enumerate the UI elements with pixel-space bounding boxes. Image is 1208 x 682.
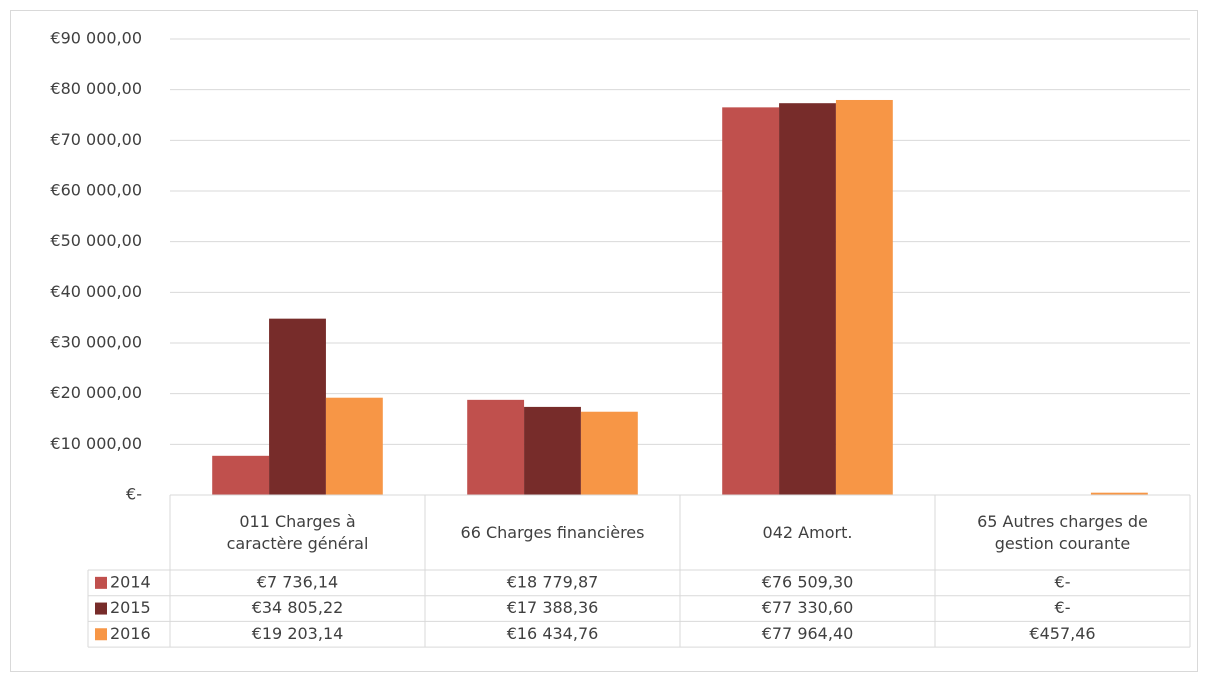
data-label: €76 509,30 (762, 572, 854, 591)
y-tick-label: €10 000,00 (50, 434, 142, 453)
legend-swatch (95, 576, 107, 589)
data-label: €16 434,76 (507, 624, 599, 643)
y-tick-label: €20 000,00 (50, 383, 142, 402)
data-label: €18 779,87 (507, 572, 599, 591)
chart-border (10, 10, 1198, 672)
bar (1090, 492, 1148, 495)
bar (835, 99, 893, 495)
legend-label: 2014 (110, 572, 151, 591)
bar (325, 397, 383, 495)
bar (212, 455, 270, 495)
y-tick-label: €60 000,00 (50, 181, 142, 200)
x-tick-label: 011 Charges à caractère général (226, 511, 369, 553)
data-label: €7 736,14 (257, 572, 338, 591)
y-tick-label: €30 000,00 (50, 333, 142, 352)
legend-swatch (95, 602, 107, 615)
y-tick-label: €50 000,00 (50, 231, 142, 250)
x-tick-label: 66 Charges financières (460, 522, 645, 542)
bar (467, 399, 525, 495)
data-label: €- (1055, 598, 1071, 617)
legend-label: 2015 (110, 598, 151, 617)
data-label: €- (1055, 572, 1071, 591)
y-tick-label: €90 000,00 (50, 29, 142, 48)
category-cell: 042 Amort. (762, 522, 853, 542)
category-cell: 011 Charges à caractère général (226, 511, 369, 553)
legend-swatch (95, 628, 107, 641)
x-tick-label: 042 Amort. (762, 522, 853, 542)
x-tick-label: 65 Autres charges de gestion courante (977, 511, 1148, 553)
legend-label: 2016 (110, 624, 151, 643)
data-label: €457,46 (1029, 624, 1095, 643)
data-label: €17 388,36 (507, 598, 599, 617)
bar (779, 103, 836, 496)
bar (722, 107, 780, 496)
data-label: €77 964,40 (762, 624, 854, 643)
category-cell: 65 Autres charges de gestion courante (977, 511, 1148, 553)
bar (580, 411, 638, 495)
category-cell: 66 Charges financières (460, 522, 645, 542)
bar (269, 318, 326, 495)
bar (524, 406, 581, 495)
data-label: €19 203,14 (252, 624, 344, 643)
y-tick-label: €70 000,00 (50, 130, 142, 149)
y-tick-label: €40 000,00 (50, 282, 142, 301)
data-label: €77 330,60 (762, 598, 854, 617)
data-label: €34 805,22 (252, 598, 344, 617)
y-tick-label: €80 000,00 (50, 79, 142, 98)
y-tick-label: €- (126, 485, 142, 504)
